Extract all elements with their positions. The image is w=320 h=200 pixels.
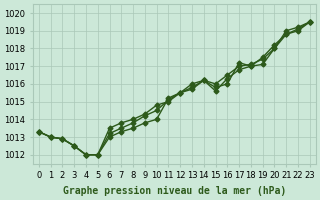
X-axis label: Graphe pression niveau de la mer (hPa): Graphe pression niveau de la mer (hPa): [63, 186, 286, 196]
